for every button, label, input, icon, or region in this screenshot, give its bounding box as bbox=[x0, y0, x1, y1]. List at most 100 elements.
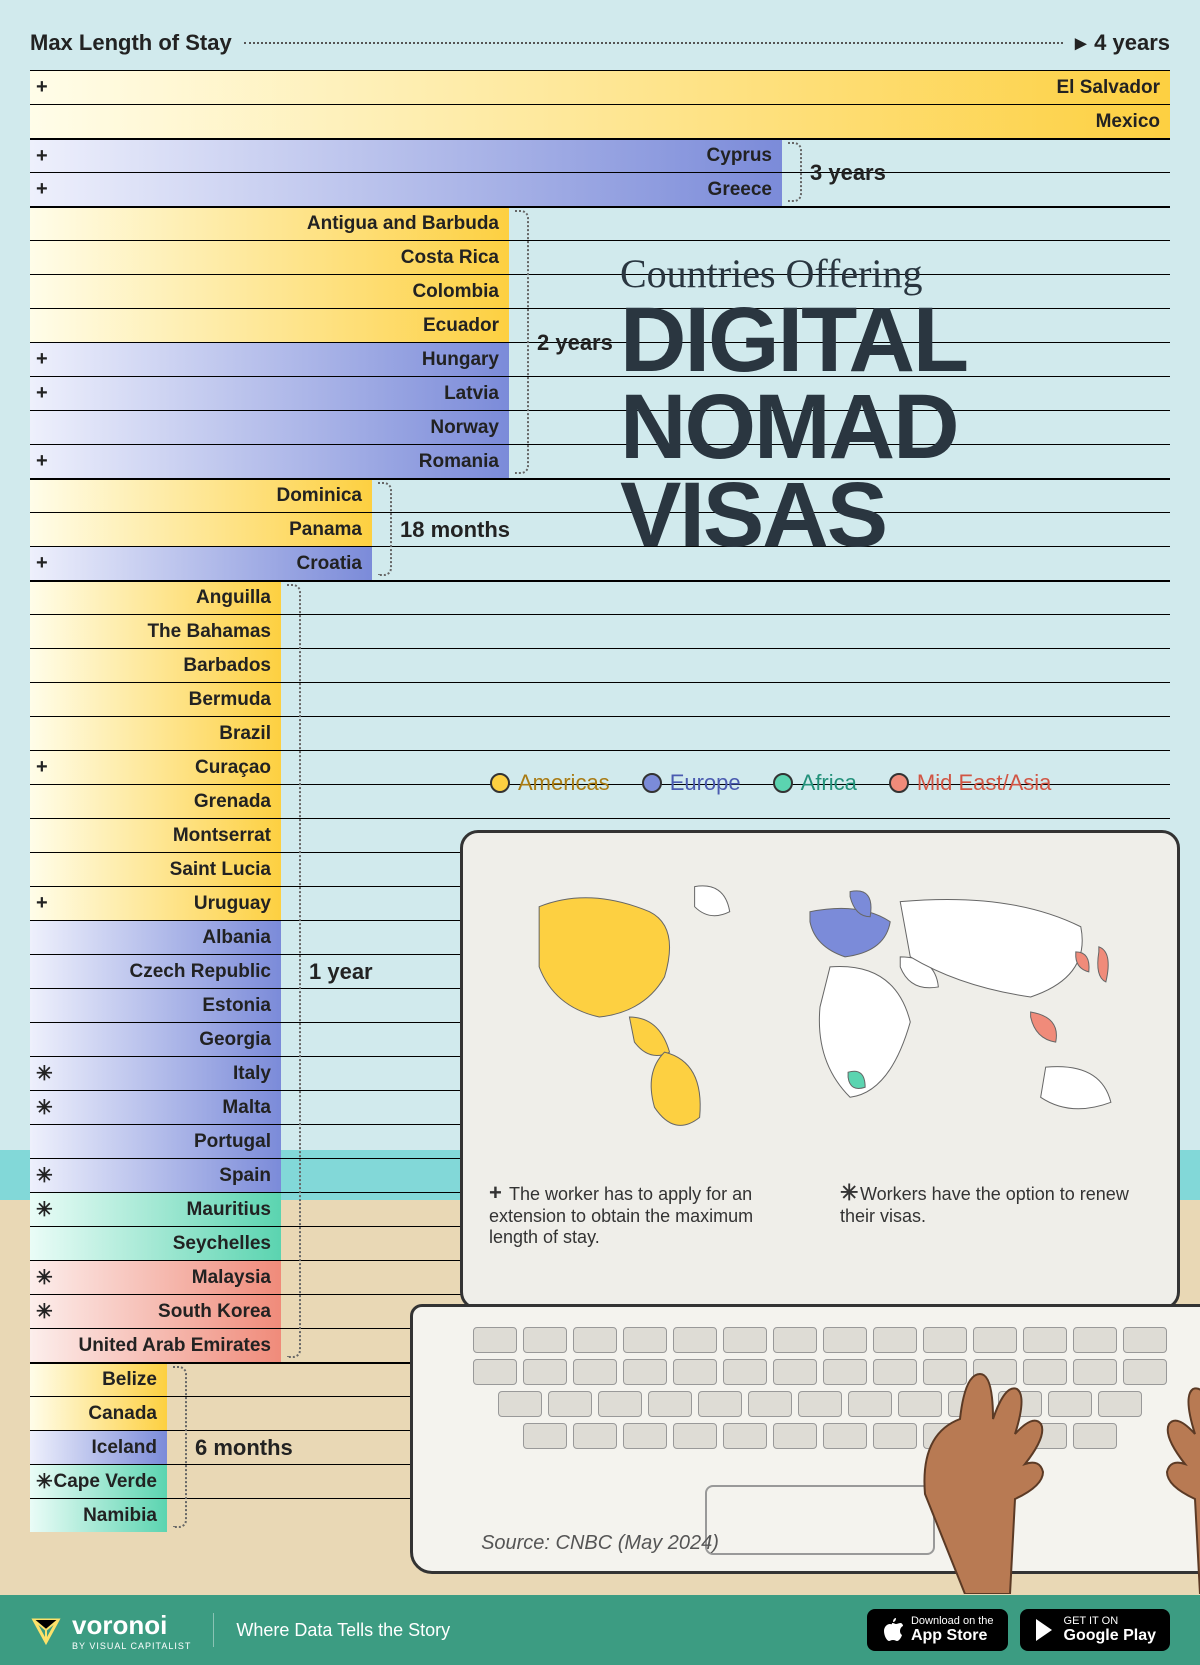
asterisk-icon: ✳ bbox=[36, 1163, 53, 1188]
play-icon bbox=[1034, 1618, 1056, 1642]
country-label: Bermuda bbox=[189, 689, 271, 711]
key bbox=[473, 1359, 517, 1385]
arrow-icon: ▸ bbox=[1075, 30, 1086, 56]
country-label: Ecuador bbox=[423, 315, 499, 337]
key bbox=[748, 1391, 792, 1417]
country-label: United Arab Emirates bbox=[78, 1335, 271, 1357]
source: Source: CNBC (May 2024) bbox=[481, 1532, 719, 1555]
bar-fill: Barbados bbox=[30, 649, 281, 682]
bar-fill: ✳Spain bbox=[30, 1159, 281, 1192]
key bbox=[698, 1391, 742, 1417]
duration-brace bbox=[788, 142, 802, 202]
footnotes: +The worker has to apply for an extensio… bbox=[489, 1180, 1151, 1248]
bar-fill: ✳Cape Verde bbox=[30, 1465, 167, 1498]
key bbox=[673, 1423, 717, 1449]
legend-dot-icon bbox=[490, 773, 510, 793]
legend-label: Mid East/Asia bbox=[917, 770, 1052, 796]
duration-label: 18 months bbox=[400, 517, 510, 543]
key bbox=[598, 1391, 642, 1417]
duration-brace bbox=[378, 482, 392, 576]
bar-fill: The Bahamas bbox=[30, 615, 281, 648]
bar-fill: +Latvia bbox=[30, 377, 509, 410]
bar-fill: Belize bbox=[30, 1364, 167, 1396]
country-label: El Salvador bbox=[1057, 77, 1161, 99]
bar-row: Bermuda bbox=[30, 682, 1170, 716]
plus-icon: + bbox=[36, 756, 48, 779]
title-big-1: NOMAD bbox=[620, 384, 1160, 471]
country-label: Czech Republic bbox=[130, 961, 271, 983]
key bbox=[798, 1391, 842, 1417]
country-label: Belize bbox=[102, 1369, 157, 1391]
bar-row: The Bahamas bbox=[30, 614, 1170, 648]
duration-label: 2 years bbox=[537, 330, 613, 356]
asterisk-icon: ✳ bbox=[36, 1061, 53, 1086]
plus-icon: + bbox=[36, 348, 48, 371]
bar-fill: Anguilla bbox=[30, 582, 281, 614]
legend: AmericasEuropeAfricaMid East/Asia bbox=[490, 770, 1051, 796]
country-label: Saint Lucia bbox=[170, 859, 271, 881]
country-label: Cape Verde bbox=[54, 1471, 158, 1493]
country-label: Estonia bbox=[202, 995, 271, 1017]
country-label: Namibia bbox=[83, 1505, 157, 1527]
bar-fill: ✳Malta bbox=[30, 1091, 281, 1124]
bar-fill: +Cyprus bbox=[30, 140, 782, 172]
plus-icon: + bbox=[36, 892, 48, 915]
plus-icon: + bbox=[36, 178, 48, 201]
bar-fill: Portugal bbox=[30, 1125, 281, 1158]
key bbox=[523, 1423, 567, 1449]
legend-dot-icon bbox=[642, 773, 662, 793]
country-label: Canada bbox=[88, 1403, 157, 1425]
key bbox=[498, 1391, 542, 1417]
country-label: Romania bbox=[419, 451, 499, 473]
bar-fill: +Curaçao bbox=[30, 751, 281, 784]
country-label: Malta bbox=[222, 1097, 271, 1119]
keyboard bbox=[453, 1327, 1187, 1455]
asterisk-icon: ✳ bbox=[36, 1197, 53, 1222]
bar-fill: Seychelles bbox=[30, 1227, 281, 1260]
header-label: Max Length of Stay bbox=[30, 30, 232, 56]
key bbox=[623, 1359, 667, 1385]
bar-fill: + Greece bbox=[30, 173, 782, 206]
key bbox=[1073, 1327, 1117, 1353]
country-label: Dominica bbox=[276, 485, 362, 507]
key bbox=[1073, 1359, 1117, 1385]
laptop-screen: +The worker has to apply for an extensio… bbox=[460, 830, 1180, 1310]
voronoi-icon bbox=[30, 1614, 62, 1646]
plus-icon: + bbox=[36, 552, 48, 575]
bar-fill: Czech Republic bbox=[30, 955, 281, 988]
key bbox=[648, 1391, 692, 1417]
footer-divider bbox=[213, 1613, 214, 1647]
legend-item-africa: Africa bbox=[773, 770, 857, 796]
bar-fill: Iceland bbox=[30, 1431, 167, 1464]
country-label: Antigua and Barbuda bbox=[307, 213, 499, 235]
play-badge[interactable]: GET IT ONGoogle Play bbox=[1020, 1609, 1170, 1651]
bar-fill: Dominica bbox=[30, 480, 372, 512]
bar-fill: +Croatia bbox=[30, 547, 372, 580]
appstore-badge[interactable]: Download on theApp Store bbox=[867, 1609, 1008, 1651]
country-label: Greece bbox=[708, 179, 772, 201]
country-label: Mexico bbox=[1096, 111, 1160, 133]
key bbox=[473, 1327, 517, 1353]
key bbox=[573, 1359, 617, 1385]
bar-fill: +El Salvador bbox=[30, 71, 1170, 104]
bar-fill: Albania bbox=[30, 921, 281, 954]
key bbox=[573, 1327, 617, 1353]
bar-fill: Namibia bbox=[30, 1499, 167, 1532]
country-label: Latvia bbox=[444, 383, 499, 405]
bar-fill: ✳Italy bbox=[30, 1057, 281, 1090]
bar-fill: Bermuda bbox=[30, 683, 281, 716]
duration-label: 3 years bbox=[810, 160, 886, 186]
bar-fill: ✳Malaysia bbox=[30, 1261, 281, 1294]
bar-row: Brazil bbox=[30, 716, 1170, 750]
country-label: Colombia bbox=[412, 281, 499, 303]
country-label: South Korea bbox=[158, 1301, 271, 1323]
appstore-big: App Store bbox=[911, 1627, 994, 1645]
country-label: Norway bbox=[430, 417, 499, 439]
key bbox=[573, 1423, 617, 1449]
country-label: Georgia bbox=[199, 1029, 271, 1051]
laptop: +The worker has to apply for an extensio… bbox=[460, 830, 1180, 1574]
key bbox=[723, 1359, 767, 1385]
footnote-plus-text: The worker has to apply for an extension… bbox=[489, 1184, 753, 1247]
plus-icon: + bbox=[36, 145, 48, 168]
bar-row: +Cyprus bbox=[30, 138, 1170, 172]
